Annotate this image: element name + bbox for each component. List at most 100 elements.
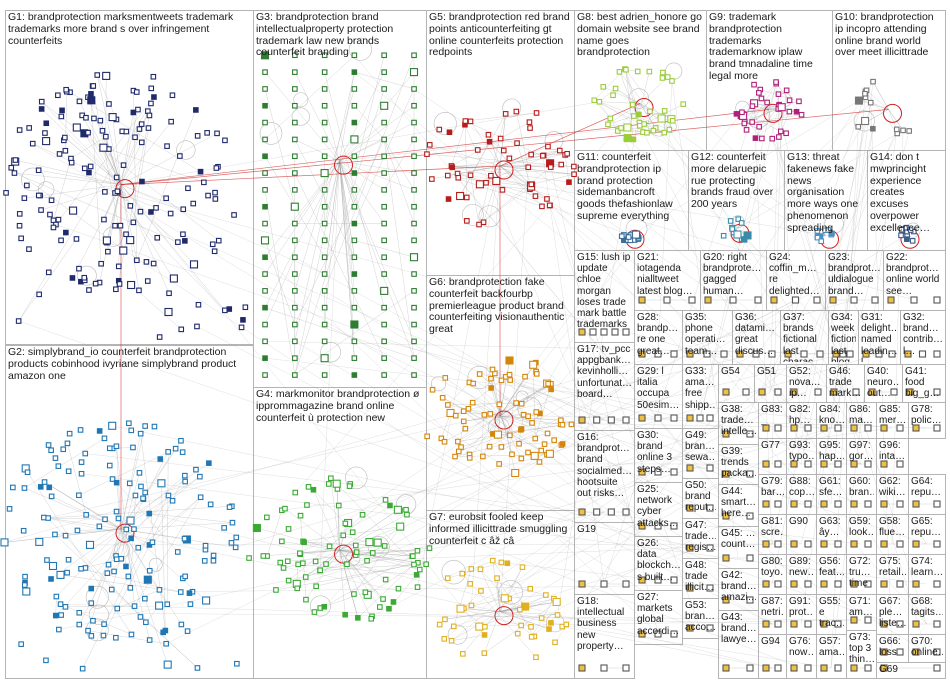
node-g3 — [411, 372, 417, 378]
node-g4 — [304, 502, 310, 508]
node-g9 — [758, 95, 765, 102]
node-g2 — [82, 565, 89, 571]
node-g4 — [351, 591, 357, 597]
node-g1 — [213, 165, 220, 171]
node-g21 — [688, 296, 696, 304]
node-g6 — [541, 441, 548, 447]
node-g15 — [589, 328, 597, 336]
node-g4 — [404, 511, 410, 518]
node-g2 — [22, 587, 31, 596]
node-g5 — [436, 126, 443, 133]
node-g1 — [29, 140, 36, 147]
node-g8 — [626, 136, 633, 142]
node-g87 — [762, 620, 770, 628]
node-g76 — [804, 664, 812, 672]
node-g4 — [310, 486, 317, 493]
node-g1 — [116, 281, 123, 287]
node-g5 — [571, 163, 577, 170]
node-g7 — [481, 632, 488, 638]
node-g37 — [800, 350, 808, 358]
node-g6 — [488, 375, 494, 382]
node-g2 — [197, 494, 204, 501]
node-g7 — [436, 621, 443, 628]
node-g3 — [292, 338, 298, 345]
node-g3 — [292, 187, 298, 193]
node-g1 — [76, 265, 82, 272]
node-g50 — [706, 504, 714, 512]
node-g9 — [783, 130, 789, 137]
node-g3 — [321, 237, 328, 244]
node-g9 — [769, 135, 776, 142]
node-g25 — [670, 522, 678, 530]
node-g7 — [468, 602, 475, 609]
node-g1 — [38, 98, 45, 105]
node-g48 — [686, 584, 694, 592]
node-g8 — [657, 114, 666, 123]
node-g1 — [146, 112, 153, 119]
node-g4 — [282, 505, 288, 512]
node-g2 — [226, 504, 233, 510]
node-g2 — [146, 510, 153, 517]
node-g4 — [297, 512, 304, 519]
node-g84 — [820, 424, 828, 432]
node-g1 — [204, 130, 210, 136]
node-g2 — [100, 632, 107, 639]
node-g15 — [622, 328, 630, 336]
node-g16 — [578, 508, 586, 516]
node-g52 — [790, 388, 798, 396]
node-g4 — [377, 604, 383, 610]
node-g1 — [113, 174, 120, 181]
node-g1 — [127, 280, 136, 290]
node-g6 — [548, 386, 554, 393]
node-g6 — [466, 455, 473, 461]
node-g5 — [444, 172, 451, 179]
node-g2 — [182, 472, 188, 479]
node-g5 — [506, 155, 513, 162]
node-g10 — [906, 128, 912, 134]
node-g4 — [335, 502, 342, 509]
node-g3 — [292, 288, 298, 294]
node-g5 — [539, 203, 545, 210]
node-g65 — [912, 540, 920, 548]
node-g79 — [774, 500, 782, 508]
group-box-g13 — [784, 150, 868, 251]
node-g1 — [169, 274, 178, 283]
node-g4 — [294, 585, 301, 592]
node-g3 — [351, 52, 358, 59]
node-g48 — [706, 584, 714, 592]
node-g3 — [320, 354, 329, 363]
node-g12 — [720, 232, 727, 239]
node-g5 — [446, 129, 453, 136]
node-g62 — [896, 500, 904, 508]
node-g6 — [518, 400, 525, 407]
group-box-g78 — [908, 402, 946, 439]
node-g1 — [144, 278, 151, 284]
node-g2 — [126, 420, 132, 427]
node-g2 — [65, 468, 72, 475]
node-g2 — [184, 628, 191, 634]
node-g12 — [729, 226, 736, 232]
node-g2 — [137, 614, 144, 620]
node-g33 — [696, 414, 704, 422]
node-g1 — [242, 304, 249, 311]
node-g4 — [301, 539, 307, 546]
node-g76 — [790, 664, 798, 672]
node-g3 — [409, 68, 419, 77]
node-g1 — [130, 219, 137, 226]
node-g6 — [429, 386, 436, 393]
node-g75 — [880, 580, 888, 588]
node-g7 — [563, 621, 570, 628]
node-g3 — [351, 220, 358, 227]
node-g52 — [814, 388, 822, 396]
group-box-g97 — [846, 438, 877, 475]
node-g2 — [135, 544, 142, 551]
node-g5 — [455, 174, 462, 181]
node-g25 — [654, 522, 662, 530]
node-g4 — [342, 520, 349, 527]
node-g4 — [260, 553, 267, 559]
node-g2 — [101, 435, 108, 442]
node-g3 — [411, 237, 417, 244]
node-g4 — [364, 557, 370, 564]
node-g38 — [746, 430, 754, 438]
node-g89 — [804, 580, 812, 588]
